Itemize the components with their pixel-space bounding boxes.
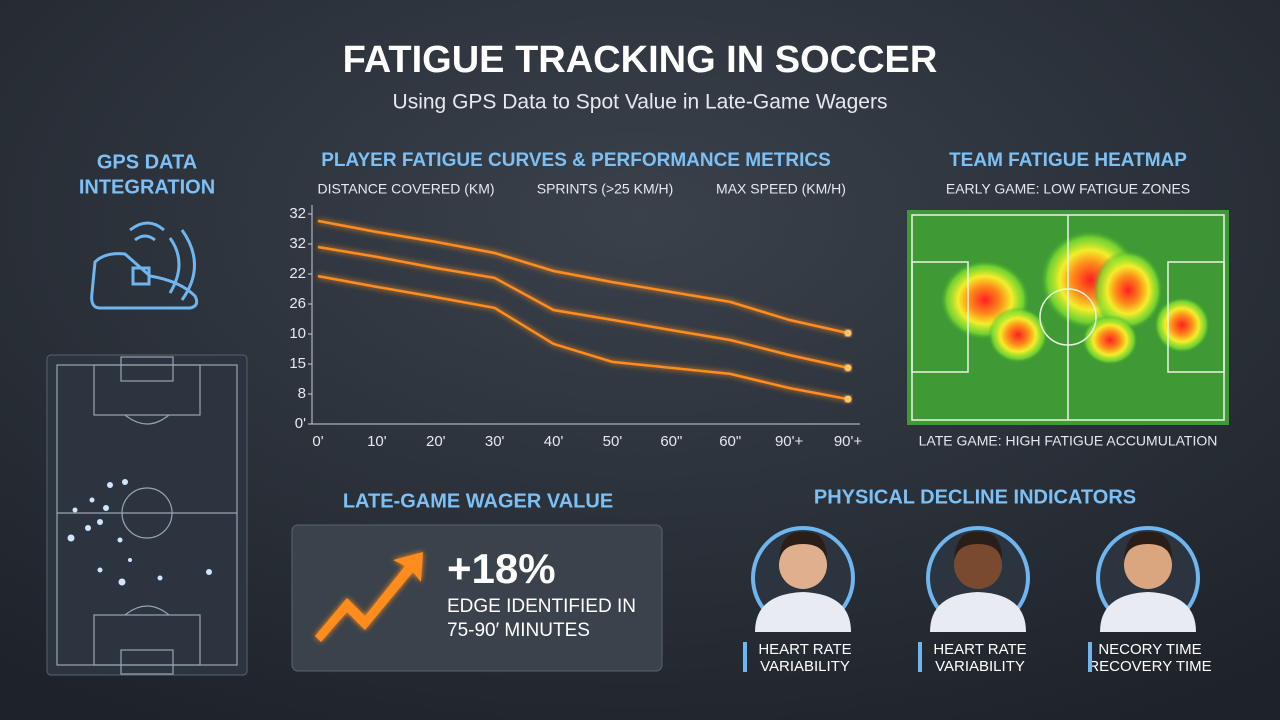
indicator-label: NECORY TIME [1098,641,1201,658]
x-tick-label: 20' [426,433,446,450]
end-point [844,329,852,337]
x-tick-label: 40' [544,433,564,450]
chart-title: PLAYER FATIGUE CURVES & PERFORMANCE METR… [321,150,831,171]
y-tick-label: 32 [289,205,306,222]
gps-title: INTEGRATION [79,176,215,198]
end-point [844,364,852,372]
y-tick-label: 22 [289,265,306,282]
jersey [755,592,851,632]
decline-title: PHYSICAL DECLINE INDICATORS [814,486,1136,508]
indicator-label: HEART RATE [933,641,1026,658]
y-tick-label: 26 [289,295,306,312]
subtitle: Using GPS Data to Spot Value in Late-Gam… [393,91,888,114]
y-tick-label: 10 [289,325,306,342]
y-tick-label: 0' [295,415,306,432]
face [954,541,1002,589]
heatmap-title: TEAM FATIGUE HEATMAP [949,150,1187,171]
x-tick-label: 30' [485,433,505,450]
player-dots [67,479,212,586]
legend-label: MAX SPEED (KM/H) [716,181,846,197]
fatigue-line [317,245,849,370]
indicator-bar [918,642,922,672]
shoe-icon [90,221,199,310]
hair [779,531,827,560]
face [1124,541,1172,589]
x-tick-label: 90'+ [775,433,804,450]
x-tick-label: 60" [719,433,741,450]
line-chart: 0' 8 15 10 26 22 32 32 0' 10' 20' 30' 40' 50' 60" 60" 90… [289,181,862,450]
heatmap-top-label: EARLY GAME: LOW FATIGUE ZONES [946,181,1190,197]
hair [954,531,1002,560]
x-tick-label: 0' [312,433,323,450]
x-tick-label: 60" [660,433,682,450]
indicator-bar [743,642,747,672]
x-tick-label: 50' [603,433,623,450]
jersey [930,592,1026,632]
title: FATIGUE TRACKING IN SOCCER [343,39,938,81]
trend-arrow [315,552,423,642]
wager-caption: EDGE IDENTIFIED IN [447,596,636,617]
hair [1124,531,1172,560]
indicator-label: VARIABILITY [760,658,850,675]
tracking-pitch [46,354,248,676]
x-tick-label: 90'+ [834,433,863,450]
legend-label: SPRINTS (>25 KM/H) [537,181,674,197]
gps-title: GPS DATA [97,151,197,173]
indicator-label: VARIABILITY [935,658,1025,675]
legend-label: DISTANCE COVERED (KM) [317,181,494,197]
y-tick-label: 8 [298,385,306,402]
wager-caption: 75-90′ MINUTES [447,620,590,641]
face [779,541,827,589]
fatigue-line [317,274,849,401]
end-point [844,395,852,403]
indicator-label: RECOVERY TIME [1088,658,1211,675]
y-tick-label: 15 [289,355,306,372]
indicator-label: HEART RATE [758,641,851,658]
fatigue-line [317,219,849,335]
wager-title: LATE-GAME WAGER VALUE [343,490,613,512]
wager-card [291,524,663,672]
y-tick-label: 32 [289,235,306,252]
indicator-bar [1088,642,1092,672]
jersey [1100,592,1196,632]
wager-value: +18% [447,545,556,592]
heatmap [907,210,1229,425]
heatmap-bottom-label: LATE GAME: HIGH FATIGUE ACCUMULATION [919,433,1218,449]
x-tick-label: 10' [367,433,387,450]
